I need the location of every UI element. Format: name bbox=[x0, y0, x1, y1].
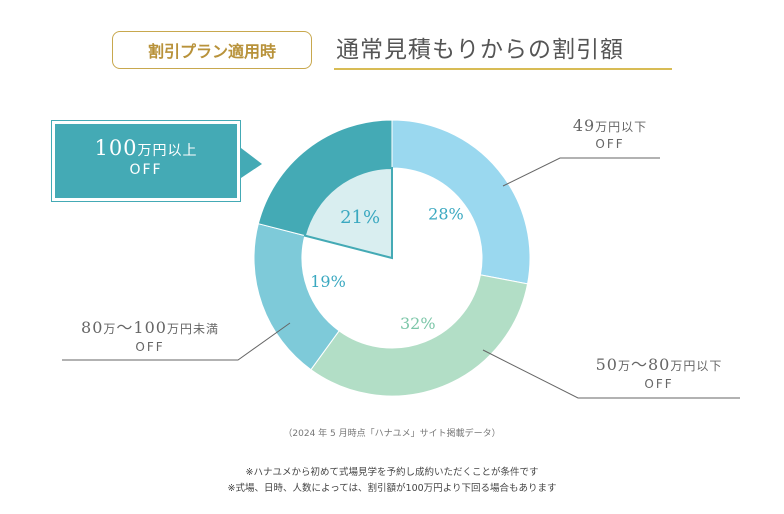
pct-label-100-over: 21% bbox=[340, 207, 380, 228]
leader-line-49 bbox=[502, 157, 660, 187]
label-100-unit: 万円未満 bbox=[166, 322, 219, 336]
pct-label-50-80: 32% bbox=[400, 314, 436, 333]
label-80-unit: 万円以下 bbox=[670, 359, 723, 373]
label-49-unit: 万円以下 bbox=[595, 120, 648, 134]
slice-50-80 bbox=[310, 274, 529, 397]
label-80-amount: 80 bbox=[648, 355, 671, 374]
footnote-1: ※ハナユメから初めて式場見学を予約し成約いただくことが条件です bbox=[245, 467, 539, 478]
callout-amount: 100 bbox=[94, 136, 138, 160]
slice-100-over-highlight bbox=[303, 166, 393, 260]
label-100-amount: 100 bbox=[133, 318, 167, 337]
label-49-under: 49万円以下 OFF bbox=[560, 116, 660, 151]
label-49-off: OFF bbox=[595, 137, 625, 151]
label-80b-amount: 80 bbox=[81, 318, 104, 337]
label-80b-sep: 〜 bbox=[116, 318, 134, 337]
pct-label-49-under: 28% bbox=[428, 204, 464, 223]
title-underline bbox=[334, 68, 672, 70]
label-80b-unit: 万 bbox=[103, 322, 117, 336]
label-50-80: 50万〜80万円以下 OFF bbox=[578, 351, 740, 391]
label-50-80-off: OFF bbox=[644, 377, 674, 391]
callout-unit: 万円以上 bbox=[137, 143, 198, 159]
footnotes: ※ハナユメから初めて式場見学を予約し成約いただくことが条件です ※式場、日時、人… bbox=[0, 465, 784, 497]
label-49-amount: 49 bbox=[572, 116, 596, 135]
footnote-2: ※式場、日時、人数によっては、割引額が100万円より下回る場合もあります bbox=[227, 483, 557, 494]
leader-line-50-80 bbox=[482, 349, 740, 399]
label-50-unit: 万 bbox=[617, 359, 631, 373]
label-80-100: 80万〜100万円未満 OFF bbox=[62, 314, 238, 354]
label-50-sep: 〜 bbox=[630, 355, 648, 374]
callout-100-over: 100万円以上 OFF bbox=[55, 124, 237, 198]
callout-pointer bbox=[241, 148, 262, 178]
pct-label-80-100: 19% bbox=[310, 272, 346, 291]
data-source-note: （2024 年 5 月時点「ハナユメ」サイト掲載データ） bbox=[283, 429, 501, 439]
discount-plan-badge: 割引プラン適用時 bbox=[112, 31, 312, 69]
callout-off: OFF bbox=[129, 162, 163, 178]
label-50-amount: 50 bbox=[595, 355, 618, 374]
leader-line-80-100 bbox=[62, 322, 291, 361]
label-80-100-off: OFF bbox=[135, 340, 165, 354]
slice-49-under bbox=[391, 119, 531, 285]
page-title: 通常見積もりからの割引額 bbox=[336, 37, 624, 63]
callout-frame bbox=[51, 120, 241, 202]
slice-80-100 bbox=[253, 223, 340, 371]
